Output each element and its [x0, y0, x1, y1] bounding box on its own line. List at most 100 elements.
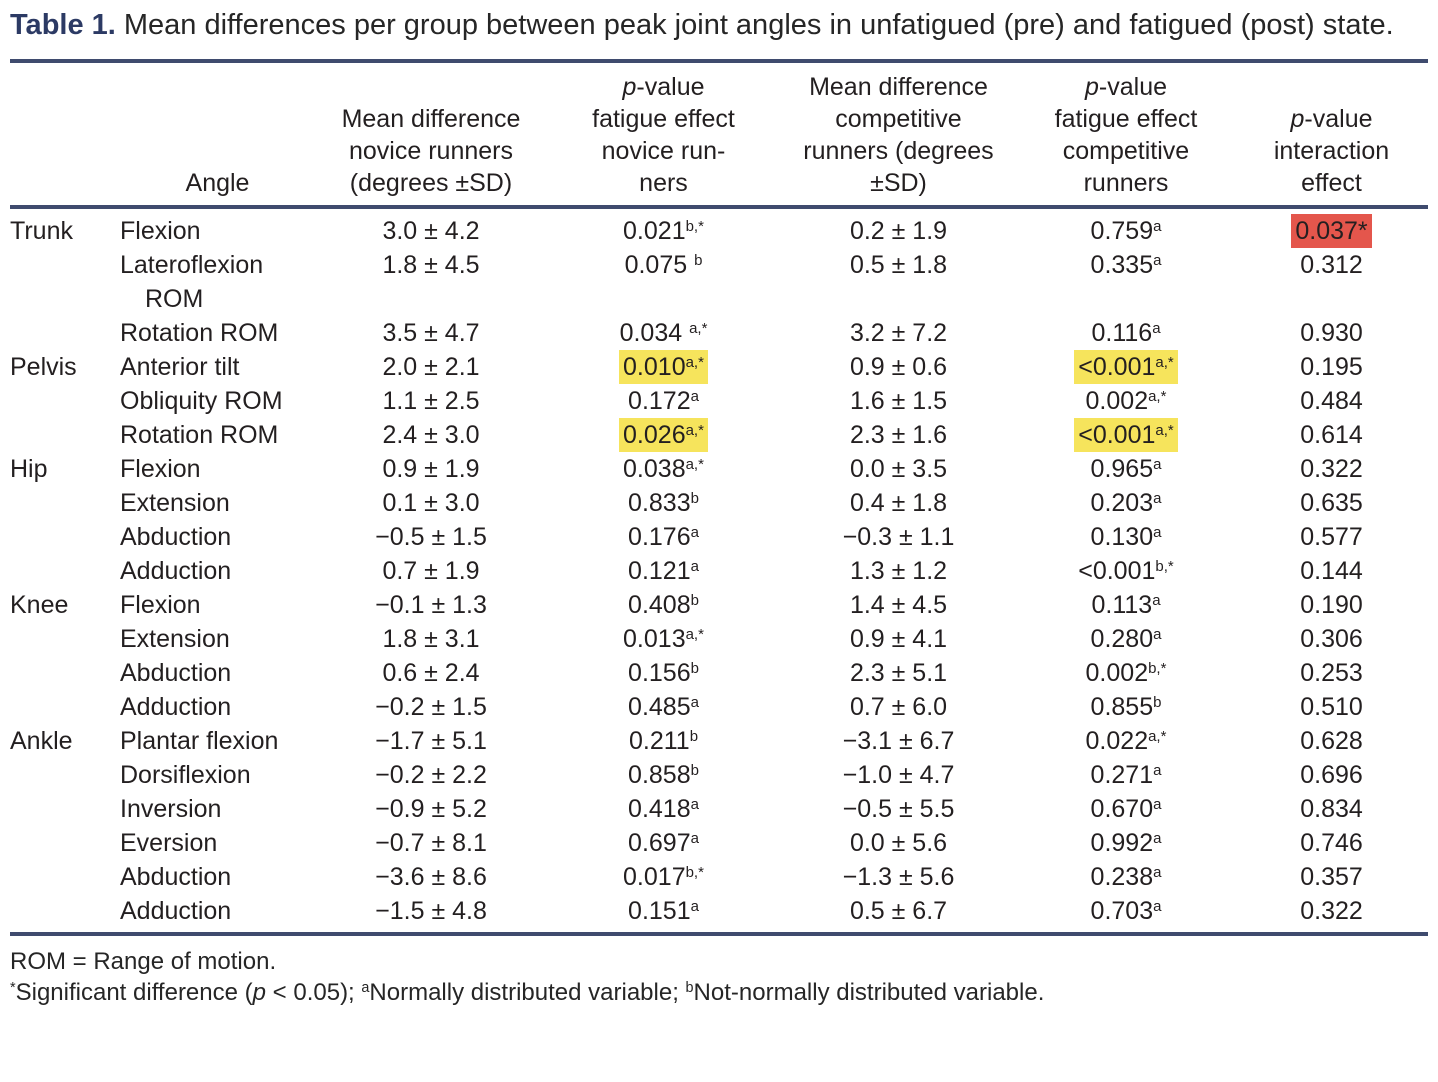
angle-cell: Eversion: [120, 829, 218, 857]
p-value: 0.833b: [628, 489, 699, 517]
competitive-mean-cell: −1.0 ± 4.7: [842, 761, 955, 789]
col-header-novice-mean: Mean difference novice runners (degrees ±S…: [315, 61, 547, 209]
p-value: 0.930: [1300, 319, 1363, 347]
interaction-p-cell: 0.253: [1235, 656, 1428, 690]
novice-mean-cell: 1.8 ± 4.5: [382, 251, 480, 279]
angle-cell: Flexion: [120, 217, 201, 245]
angle-cell: Lateroflexion ROM: [120, 251, 264, 313]
col-header-novice-p: p-value fatigue effect novice run-ners: [547, 61, 780, 209]
table-row: Pelvis Anterior tilt 2.0 ± 2.1 0.010a,* 0.9 …: [10, 350, 1428, 384]
p-value: 0.253: [1300, 659, 1363, 687]
novice-p-cell: 0.172a: [547, 384, 780, 418]
group-cell: [10, 554, 120, 588]
competitive-p-cell: <0.001a,*: [1017, 350, 1235, 384]
competitive-p-cell: 0.280a: [1017, 622, 1235, 656]
novice-mean-cell: 2.0 ± 2.1: [382, 353, 480, 381]
col-header-interaction-p: p-value interaction effect: [1235, 61, 1428, 209]
group-cell: Ankle: [10, 727, 73, 755]
p-value: 0.203a: [1090, 489, 1162, 517]
col-header-competitive-mean: Mean difference competitive runners (degre…: [780, 61, 1017, 209]
competitive-mean-cell: 1.4 ± 4.5: [849, 591, 948, 619]
angle-cell: Adduction: [120, 897, 232, 925]
highlight-yellow: 0.026a,*: [619, 418, 708, 452]
p-value: 0.144: [1300, 557, 1363, 585]
group-cell: [10, 860, 120, 894]
p-value: 0.759a: [1090, 217, 1162, 245]
p-value: 0.306: [1300, 625, 1363, 653]
interaction-p-cell: 0.635: [1235, 486, 1428, 520]
angle-cell: Extension: [120, 489, 230, 517]
table-row: Adduction −0.2 ± 1.5 0.485a 0.7 ± 6.0 0.855b…: [10, 690, 1428, 724]
competitive-p-cell: 0.002a,*: [1017, 384, 1235, 418]
novice-mean-cell: 3.5 ± 4.7: [382, 319, 480, 347]
interaction-p-cell: 0.322: [1235, 452, 1428, 486]
angle-cell: Anterior tilt: [120, 353, 240, 381]
competitive-mean-cell: 3.2 ± 7.2: [849, 319, 948, 347]
p-value: 0.703a: [1090, 897, 1162, 925]
table-row: Extension 1.8 ± 3.1 0.013a,* 0.9 ± 4.1 0.280…: [10, 622, 1428, 656]
interaction-p-cell: 0.628: [1235, 724, 1428, 758]
p-value: 0.858b: [628, 761, 699, 789]
table-row: Adduction 0.7 ± 1.9 0.121a 1.3 ± 1.2 <0.001b…: [10, 554, 1428, 588]
novice-mean-cell: −0.9 ± 5.2: [375, 795, 487, 823]
novice-p-cell: 0.121a: [547, 554, 780, 588]
novice-p-cell: 0.408b: [547, 588, 780, 622]
competitive-p-cell: 0.992a: [1017, 826, 1235, 860]
novice-p-cell: 0.176a: [547, 520, 780, 554]
p-value: 0.195: [1300, 353, 1363, 381]
table-row: Rotation ROM 2.4 ± 3.0 0.026a,* 2.3 ± 1.6 <0…: [10, 418, 1428, 452]
angle-cell: Extension: [120, 625, 230, 653]
p-value: 0.280a: [1090, 625, 1162, 653]
novice-mean-cell: 0.9 ± 1.9: [382, 455, 480, 483]
competitive-mean-cell: −0.5 ± 5.5: [842, 795, 955, 823]
novice-p-cell: 0.013a,*: [547, 622, 780, 656]
competitive-mean-cell: −1.3 ± 5.6: [842, 863, 955, 891]
competitive-p-cell: 0.022a,*: [1017, 724, 1235, 758]
p-value: 0.121a: [628, 557, 699, 585]
competitive-p-cell: 0.238a: [1017, 860, 1235, 894]
novice-mean-cell: −0.7 ± 8.1: [375, 829, 487, 857]
p-value: 0.172a: [628, 387, 699, 415]
highlight-red: 0.037*: [1291, 214, 1372, 248]
table-row: Obliquity ROM 1.1 ± 2.5 0.172a 1.6 ± 1.5 0.0…: [10, 384, 1428, 418]
novice-mean-cell: 1.8 ± 3.1: [382, 625, 480, 653]
p-value: 0.075 b: [624, 251, 703, 279]
competitive-p-cell: 0.130a: [1017, 520, 1235, 554]
novice-p-cell: 0.211b: [547, 724, 780, 758]
novice-mean-cell: −0.2 ± 2.2: [375, 761, 487, 789]
p-value: 0.855b: [1090, 693, 1162, 721]
group-cell: [10, 418, 120, 452]
novice-mean-cell: −3.6 ± 8.6: [375, 863, 487, 891]
p-value: 0.312: [1300, 251, 1363, 279]
angle-cell: Flexion: [120, 591, 201, 619]
p-value: 0.335a: [1090, 251, 1162, 279]
p-value: 0.577: [1300, 523, 1363, 551]
col-header-angle: Angle: [120, 61, 315, 209]
p-value: 0.746: [1300, 829, 1363, 857]
competitive-p-cell: 0.116a: [1017, 316, 1235, 350]
table-footnotes: ROM = Range of motion. *Significant diff…: [10, 946, 1428, 1008]
p-value: 0.130a: [1090, 523, 1162, 551]
novice-p-cell: 0.833b: [547, 486, 780, 520]
p-value: 0.418a: [628, 795, 699, 823]
novice-p-cell: 0.858b: [547, 758, 780, 792]
novice-mean-cell: −1.7 ± 5.1: [375, 727, 487, 755]
p-value: 0.322: [1300, 455, 1363, 483]
footnote-rom: ROM = Range of motion.: [10, 948, 277, 975]
table-row: Eversion −0.7 ± 8.1 0.697a 0.0 ± 5.6 0.992a 0…: [10, 826, 1428, 860]
novice-p-cell: 0.418a: [547, 792, 780, 826]
p-value: 0.628: [1300, 727, 1363, 755]
table-row: Lateroflexion ROM 1.8 ± 4.5 0.075 b 0.5 ± 1.…: [10, 248, 1428, 316]
p-value: 0.002a,*: [1085, 387, 1167, 415]
p-value: 0.408b: [628, 591, 699, 619]
p-value: 0.156b: [628, 659, 699, 687]
angle-cell: Adduction: [120, 693, 232, 721]
novice-p-cell: 0.010a,*: [547, 350, 780, 384]
novice-p-cell: 0.075 b: [547, 248, 780, 316]
p-value: 0.992a: [1090, 829, 1162, 857]
group-cell: [10, 656, 120, 690]
group-cell: [10, 622, 120, 656]
interaction-p-cell: 0.930: [1235, 316, 1428, 350]
table-row: Abduction −3.6 ± 8.6 0.017b,* −1.3 ± 5.6 0.2…: [10, 860, 1428, 894]
